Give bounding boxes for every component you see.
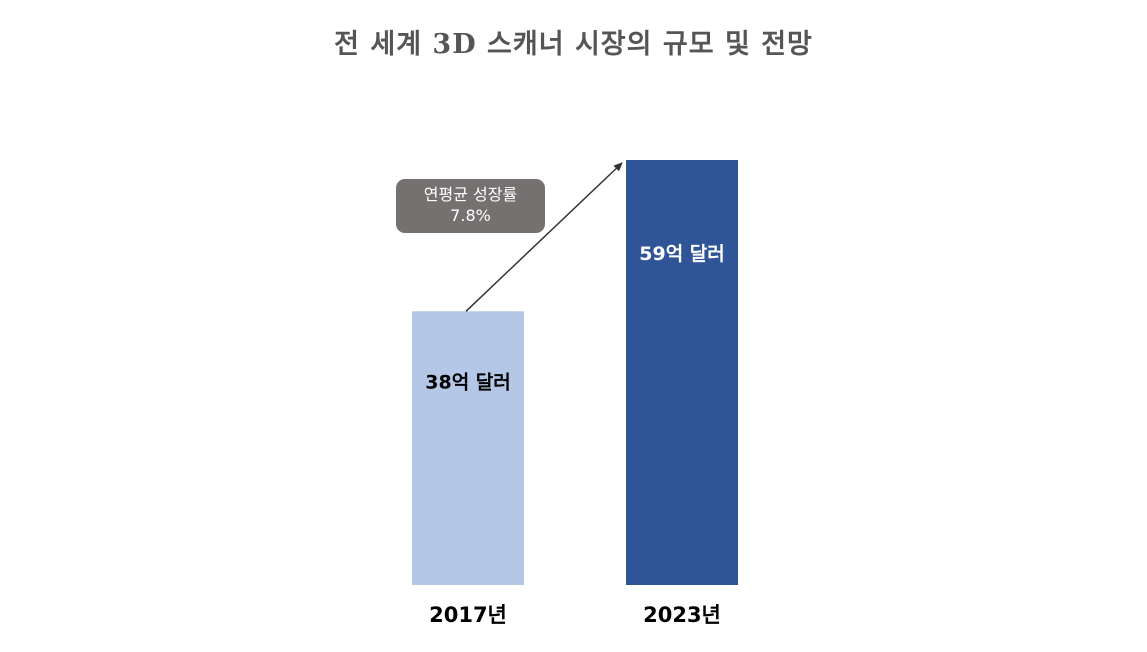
growth-arrow <box>465 162 623 312</box>
bar-1 <box>626 160 738 585</box>
bars-layer <box>412 160 738 585</box>
cagr-annotation: 연평균 성장률 7.8% <box>396 179 545 233</box>
category-label-0: 2017년 <box>429 603 507 627</box>
cagr-value: 7.8% <box>450 206 491 225</box>
bar-0 <box>412 311 524 585</box>
data-labels-layer: 38억 달러 59억 달러 <box>425 243 725 393</box>
cagr-label: 연평균 성장률 <box>423 185 518 204</box>
category-labels-layer: 2017년 2023년 <box>429 603 721 627</box>
category-label-1: 2023년 <box>643 603 721 627</box>
data-label-1: 59억 달러 <box>639 243 725 265</box>
data-label-0: 38억 달러 <box>425 371 511 393</box>
chart-title: 전 세계 3D 스캐너 시장의 규모 및 전망 <box>334 29 813 60</box>
